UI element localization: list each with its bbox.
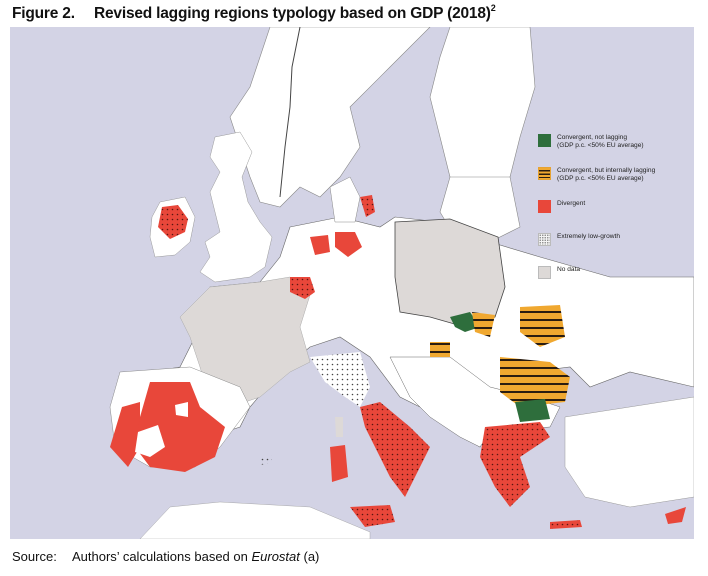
swatch-convergent-not-lagging (538, 134, 551, 147)
legend-label: Convergent, but internally lagging (557, 167, 656, 174)
region-cyprus-divergent (665, 507, 686, 524)
region-sicily-divergent (350, 505, 395, 527)
region-wallonia-divergent (290, 277, 315, 299)
source-suffix: (a) (299, 549, 320, 564)
legend-sublabel: (GDP p.c. <50% EU average) (557, 175, 644, 182)
region-sw-hungary-striped (430, 342, 450, 357)
source-label: Source: (12, 549, 57, 564)
swatch-extremely-low-growth (538, 233, 551, 246)
map-legend: Convergent, not lagging (GDP p.c. <50% EU… (538, 134, 698, 299)
land-finland (429, 27, 536, 188)
region-sardinia-divergent (330, 445, 348, 482)
figure-title-text: Revised lagging regions typology based o… (94, 5, 491, 22)
region-portugal-divergent (110, 402, 140, 467)
land-sweden-border (279, 27, 301, 198)
region-south-bulgaria-convergent (515, 399, 550, 422)
land-denmark (329, 176, 361, 223)
land-north-africa (139, 501, 371, 539)
region-north-germany-divergent (335, 232, 362, 257)
legend-item-divergent: Divergent (538, 200, 698, 222)
legend-label: Convergent, not lagging (557, 134, 628, 141)
region-corsica-nodata (335, 417, 343, 437)
legend-sublabel: (GDP p.c. <50% EU average) (557, 142, 644, 149)
legend-item-no-data: No data (538, 266, 698, 288)
figure-number: Figure 2. (12, 5, 75, 22)
source-italic: Eurostat (251, 549, 300, 564)
footnote-marker: 2 (490, 3, 496, 13)
swatch-convergent-internally-lagging (538, 167, 551, 180)
region-south-romania-striped (500, 357, 570, 407)
region-hungary-convergent (450, 312, 480, 332)
region-balearic-lowgrowth (260, 455, 272, 465)
region-slovak-border-striped (472, 312, 495, 337)
figure-title: Figure 2. Revised lagging regions typolog… (12, 3, 496, 23)
legend-item-extremely-low-growth: Extremely low-growth (538, 233, 698, 255)
land-scandinavia (229, 27, 431, 208)
source-text: Authors’ calculations based on (72, 549, 252, 564)
swatch-divergent (538, 200, 551, 213)
region-zealand-divergent (360, 195, 375, 217)
legend-label: Extremely low-growth (557, 233, 621, 240)
swatch-no-data (538, 266, 551, 279)
legend-item-convergent-internally-lagging: Convergent, but internally lagging (GDP p… (538, 167, 698, 189)
legend-label: Divergent (557, 200, 586, 207)
region-north-netherlands-divergent (310, 235, 330, 255)
region-madrid-white (175, 402, 188, 417)
region-poland-nodata (394, 218, 506, 328)
region-south-italy-divergent (360, 402, 430, 497)
land-great-britain (199, 131, 273, 283)
region-ireland-divergent (158, 205, 188, 239)
region-north-italy-dots (310, 352, 370, 407)
region-crete-divergent (550, 520, 582, 529)
region-extremadura-white (135, 425, 165, 457)
land-turkey (564, 396, 694, 508)
legend-item-convergent-not-lagging: Convergent, not lagging (GDP p.c. <50% EU… (538, 134, 698, 156)
region-greece-divergent (480, 422, 550, 507)
europe-map (10, 27, 694, 539)
map-canvas (109, 27, 694, 539)
source-note: Source: Authors’ calculations based on Eu… (12, 549, 319, 564)
legend-label: No data (557, 266, 581, 273)
region-ne-romania-striped (520, 305, 565, 347)
